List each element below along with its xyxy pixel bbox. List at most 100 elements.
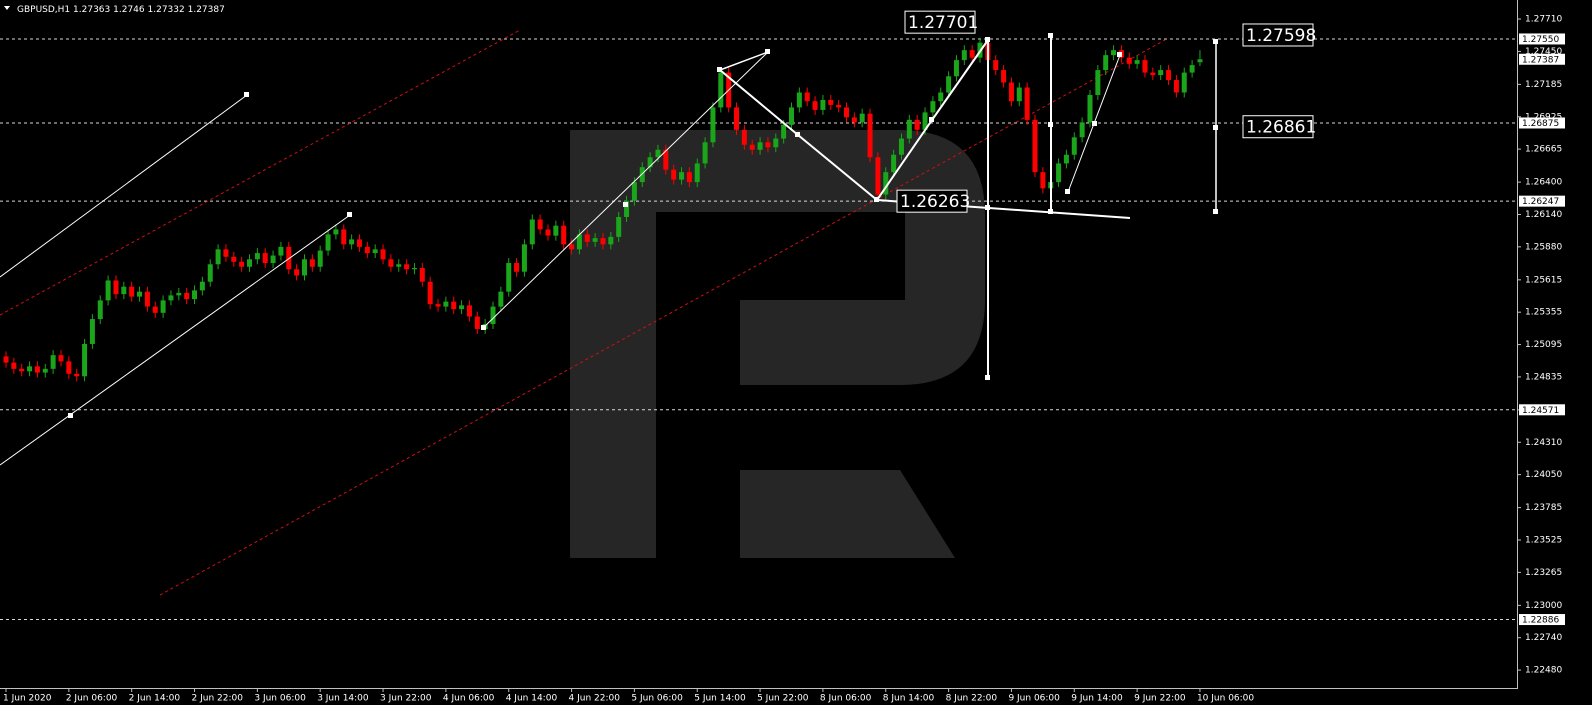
candle-body — [294, 269, 300, 276]
candle-body — [113, 280, 119, 295]
x-tick-label: 1 Jun 2020 — [3, 694, 52, 704]
candle-body — [592, 238, 598, 242]
candle-body — [961, 50, 967, 61]
candle-body — [875, 157, 881, 195]
candle-body — [349, 239, 355, 245]
y-tick-label: 1.27710 — [1525, 15, 1562, 25]
symbol: GBPUSD,H1 — [17, 5, 70, 15]
y-tick-label: 1.22480 — [1525, 666, 1562, 676]
candle-body — [121, 286, 127, 295]
candle-body — [176, 292, 182, 296]
annotation-box — [904, 10, 976, 34]
candle-body — [380, 249, 386, 260]
level-label: 1.26875 — [1522, 119, 1559, 129]
candle-body — [891, 154, 897, 173]
candle-body — [325, 234, 331, 251]
bid-label: 1.27387 — [1522, 55, 1559, 65]
x-tick-label: 8 Jun 14:00 — [883, 694, 935, 704]
level-box — [1519, 404, 1565, 416]
candle-body — [144, 291, 150, 307]
candle-body — [765, 142, 771, 148]
candle-body — [836, 104, 842, 108]
x-tick-label: 10 Jun 06:00 — [1197, 694, 1254, 704]
candle-body — [537, 219, 543, 230]
x-tick-label: 5 Jun 06:00 — [631, 694, 683, 704]
candle-body — [953, 60, 959, 77]
y-tick-label: 1.24310 — [1525, 438, 1562, 448]
candle-body — [1126, 57, 1132, 64]
candle-body — [27, 366, 33, 372]
candle-body — [938, 92, 944, 102]
candle-body — [1087, 94, 1093, 123]
candle-body — [851, 117, 857, 123]
candle-body — [231, 256, 237, 262]
x-tick-label: 2 Jun 06:00 — [66, 694, 118, 704]
candle-body — [514, 263, 520, 272]
candle-body — [883, 172, 889, 195]
candle-body — [372, 249, 378, 254]
drawing-handles — [68, 33, 1218, 418]
level-label: 1.27550 — [1522, 35, 1559, 45]
candle-body — [521, 244, 527, 272]
candle-body — [843, 107, 849, 118]
candle-body — [686, 172, 692, 183]
annotation-box — [896, 189, 968, 213]
candle-body — [356, 239, 362, 247]
y-tick-label: 1.23525 — [1525, 535, 1562, 545]
candle-body — [404, 264, 410, 270]
candle-body — [1142, 60, 1148, 73]
y-tick-label: 1.23785 — [1525, 503, 1562, 513]
candle-body — [773, 138, 779, 148]
annotation-label: 1.27701 — [908, 13, 978, 33]
y-tick-label: 1.25615 — [1525, 275, 1562, 285]
candle-body — [914, 119, 920, 130]
x-tick-label: 3 Jun 14:00 — [317, 694, 369, 704]
candle-body — [796, 92, 802, 108]
x-tick-label: 3 Jun 06:00 — [254, 694, 306, 704]
candle-body — [1032, 119, 1038, 173]
candle-body — [239, 261, 245, 267]
y-tick-label: 1.26140 — [1525, 210, 1562, 220]
last-open: 1.27363 — [73, 5, 110, 15]
candle-body — [459, 305, 465, 310]
candle-body — [898, 138, 904, 155]
candle-body — [789, 107, 794, 125]
level-box — [1519, 117, 1565, 129]
candle-body — [710, 107, 716, 143]
candle-body — [1063, 154, 1069, 164]
candle-body — [1103, 55, 1109, 71]
y-tick-label: 1.26665 — [1525, 145, 1562, 155]
candle-body — [427, 281, 433, 305]
candle-body — [506, 263, 512, 292]
candle-body — [576, 234, 582, 250]
y-tick-label: 1.23000 — [1525, 601, 1562, 611]
candle-body — [553, 225, 559, 236]
annotation-box — [1242, 23, 1314, 47]
candle-body — [1079, 122, 1085, 138]
candle-body — [663, 149, 669, 170]
candle-body — [600, 238, 606, 245]
candle-body — [820, 99, 826, 110]
candle-body — [309, 259, 315, 267]
candle-body — [749, 144, 755, 150]
level-label: 1.24571 — [1522, 406, 1559, 416]
x-tick-label: 5 Jun 14:00 — [694, 694, 746, 704]
candle-body — [3, 356, 9, 363]
candle-body — [969, 50, 975, 58]
y-tick-label: 1.25355 — [1525, 308, 1562, 318]
candle-body — [1134, 60, 1140, 64]
candle-body — [734, 107, 740, 130]
candle-body — [396, 264, 402, 267]
candle-body — [922, 112, 928, 130]
x-tick-label: 8 Jun 22:00 — [946, 694, 998, 704]
candle-body — [655, 149, 661, 158]
candle-body — [341, 229, 347, 245]
candle-body — [647, 157, 653, 168]
candle-body — [419, 268, 425, 282]
annotation-label: 1.26263 — [900, 192, 970, 212]
y-tick-label: 1.26400 — [1525, 178, 1562, 188]
x-tick-label: 9 Jun 06:00 — [1008, 694, 1060, 704]
candle-body — [168, 295, 174, 301]
